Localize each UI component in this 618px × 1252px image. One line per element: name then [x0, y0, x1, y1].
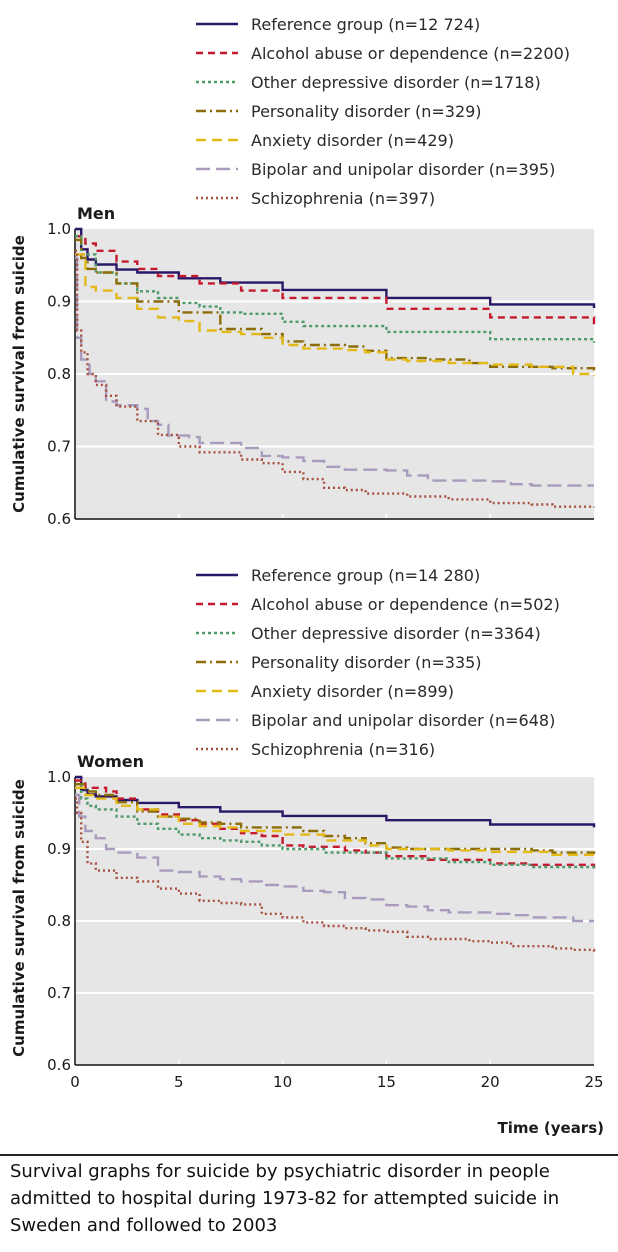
series-line — [75, 253, 596, 377]
survival-figure: Reference group (n=12 724) Alcohol abuse … — [10, 15, 604, 1137]
legend-label: Reference group (n=14 280) — [251, 566, 480, 585]
legend-label: Personality disorder (n=329) — [251, 102, 482, 121]
panel-title: Men — [77, 204, 115, 223]
series-line — [75, 793, 594, 923]
series-line — [75, 783, 596, 870]
chart-panel-1: Reference group (n=12 724) Alcohol abuse … — [10, 15, 596, 528]
legend-label: Anxiety disorder (n=899) — [251, 682, 454, 701]
legend-label: Reference group (n=12 724) — [251, 15, 480, 34]
legend-label: Other depressive disorder (n=3364) — [251, 624, 541, 643]
x-tick-label: 0 — [70, 1073, 80, 1091]
series-line — [75, 256, 594, 487]
y-tick-label: 1.0 — [47, 220, 71, 238]
figure-caption: Survival graphs for suicide by psychiatr… — [10, 1161, 560, 1236]
series-line — [75, 786, 596, 857]
x-tick-label: 15 — [377, 1073, 396, 1091]
legend: Reference group (n=12 724) Alcohol abuse … — [196, 15, 570, 208]
legend-label: Alcohol abuse or dependence (n=502) — [251, 595, 560, 614]
series-line — [75, 249, 596, 508]
y-tick-label: 1.0 — [47, 768, 71, 786]
legend-label: Personality disorder (n=335) — [251, 653, 482, 672]
y-tick-label: 0.7 — [47, 984, 71, 1002]
y-tick-label: 0.6 — [47, 510, 71, 528]
legend-label: Alcohol abuse or dependence (n=2200) — [251, 44, 570, 63]
y-tick-label: 0.9 — [47, 840, 71, 858]
series-line — [75, 227, 596, 308]
series-line — [75, 775, 596, 828]
y-axis-label: Cumulative survival from suicide — [10, 235, 28, 513]
y-tick-label: 0.8 — [47, 365, 71, 383]
x-tick-label: 10 — [273, 1073, 292, 1091]
series-line — [75, 783, 596, 854]
caption-divider — [0, 1154, 618, 1156]
series-line — [75, 779, 596, 869]
y-tick-label: 0.9 — [47, 293, 71, 311]
y-tick-label: 0.8 — [47, 912, 71, 930]
x-tick-label: 5 — [174, 1073, 184, 1091]
legend-label: Anxiety disorder (n=429) — [251, 131, 454, 150]
legend: Reference group (n=14 280) Alcohol abuse … — [196, 566, 560, 759]
y-tick-label: 0.6 — [47, 1056, 71, 1074]
y-tick-label: 0.7 — [47, 438, 71, 456]
legend-label: Bipolar and unipolar disorder (n=648) — [251, 711, 555, 730]
y-axis-label: Cumulative survival from suicide — [10, 779, 28, 1057]
chart-panel-2: Reference group (n=14 280) Alcohol abuse … — [10, 566, 604, 1137]
panel-title: Women — [77, 752, 144, 771]
x-tick-label: 20 — [481, 1073, 500, 1091]
legend-label: Schizophrenia (n=316) — [251, 740, 435, 759]
series-line — [75, 235, 596, 343]
x-tick-label: 25 — [584, 1073, 603, 1091]
legend-label: Other depressive disorder (n=1718) — [251, 73, 541, 92]
legend-label: Schizophrenia (n=397) — [251, 189, 435, 208]
series-line — [75, 797, 596, 954]
x-axis-label: Time (years) — [497, 1119, 604, 1137]
legend-label: Bipolar and unipolar disorder (n=395) — [251, 160, 555, 179]
